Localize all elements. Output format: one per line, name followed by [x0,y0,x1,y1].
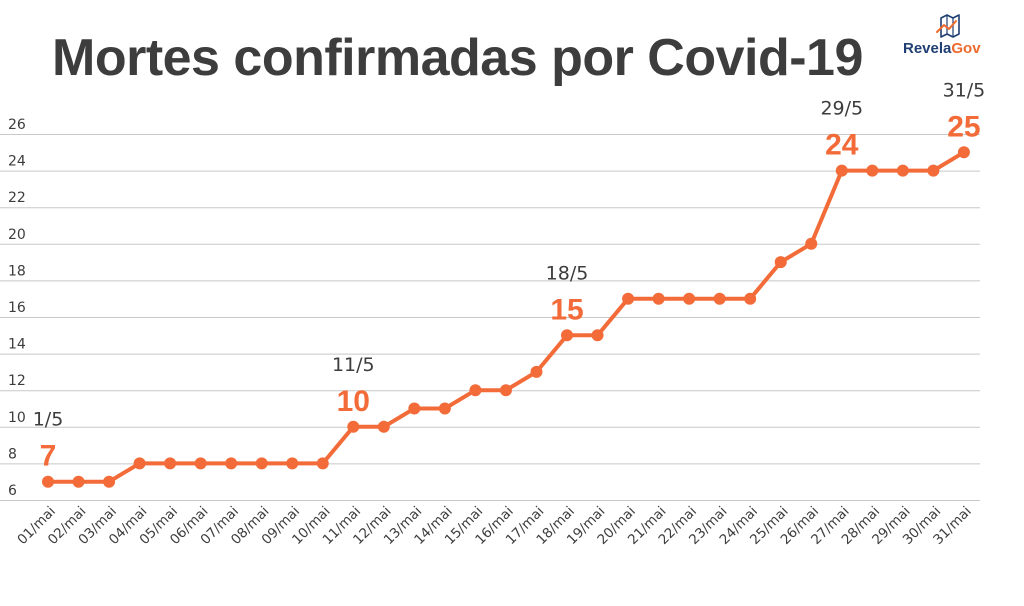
data-point [744,292,757,305]
data-point [896,164,909,177]
annotation-value: 7 [40,440,57,473]
data-point [194,457,207,470]
annotation-date: 1/5 [33,409,64,431]
y-tick-label: 20 [8,227,26,243]
data-point [957,146,970,159]
data-point [72,475,85,488]
data-point [133,457,146,470]
data-point [377,420,390,433]
annotation-date: 29/5 [820,98,863,120]
data-point [499,384,512,397]
data-point [561,329,574,342]
data-point [866,164,879,177]
data-point [225,457,238,470]
y-tick-label: 10 [8,410,26,426]
map-outline-icon [936,14,960,38]
y-tick-label: 24 [8,154,26,170]
logo-wordmark: RevelaGov [903,40,981,57]
page-title: Mortes confirmadas por Covid-19 [52,29,863,87]
y-tick-label: 6 [8,483,17,499]
data-point [316,457,329,470]
y-tick-label: 26 [8,117,26,133]
annotation-value: 25 [947,110,980,143]
data-point [103,475,116,488]
chart-annotations: 7 1/5 10 11/5 15 18/5 24 29/5 25 31/5 [33,79,986,472]
data-point [652,292,665,305]
data-point [255,457,268,470]
annotation-value: 10 [337,385,370,418]
y-tick-label: 14 [8,337,26,353]
series-points [42,146,970,488]
logo-text-revela: Revela [903,40,952,57]
y-tick-label: 22 [8,190,26,206]
data-point [591,329,604,342]
x-axis-ticks: 01/mai02/mai03/mai04/mai05/mai06/mai07/m… [14,504,974,548]
data-point [774,256,787,269]
data-point [408,402,421,415]
data-point [805,237,818,250]
annotation-value: 15 [550,293,583,326]
y-tick-label: 16 [8,300,26,316]
annotation-date: 18/5 [546,262,589,284]
logo-text-gov: Gov [951,40,981,57]
data-point [835,164,848,177]
data-point [286,457,299,470]
data-point [713,292,726,305]
y-tick-label: 12 [8,373,26,389]
data-point [927,164,940,177]
y-tick-label: 8 [8,446,17,462]
data-point [347,420,360,433]
annotation-date: 11/5 [332,354,375,376]
y-tick-label: 18 [8,263,26,279]
annotation-value: 24 [825,129,859,162]
data-point [438,402,451,415]
data-point [530,365,543,378]
annotation-date: 31/5 [943,79,986,101]
revelagov-logo: RevelaGov [903,14,1003,64]
data-point [42,475,54,488]
data-point [469,384,482,397]
y-axis-ticks: 6 8 10 12 14 16 18 20 22 24 26 [8,117,26,499]
data-point [164,457,177,470]
data-point [622,292,635,305]
data-point [683,292,696,305]
